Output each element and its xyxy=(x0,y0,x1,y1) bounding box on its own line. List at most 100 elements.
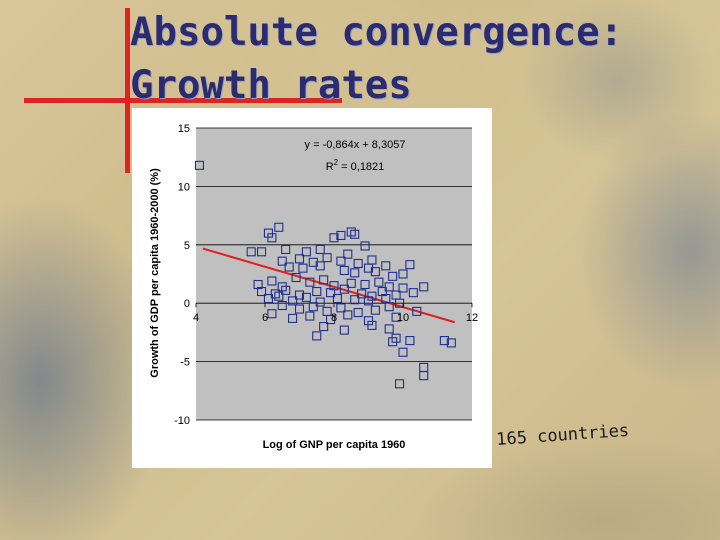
slide-title: Absolute convergence: Growth rates xyxy=(130,6,623,112)
data-point xyxy=(336,303,346,313)
x-tick-label: 12 xyxy=(466,312,478,324)
data-point xyxy=(274,291,284,301)
data-point xyxy=(257,286,267,297)
data-point xyxy=(319,275,329,285)
data-point xyxy=(315,244,325,255)
data-point xyxy=(350,268,360,278)
data-point xyxy=(298,263,308,273)
data-point xyxy=(398,269,408,279)
data-point xyxy=(419,371,429,381)
data-point xyxy=(294,290,305,300)
data-point xyxy=(257,247,267,257)
data-point xyxy=(363,296,374,306)
data-point xyxy=(384,282,394,292)
data-point xyxy=(346,227,356,237)
y-tick-label: -5 xyxy=(180,357,190,369)
data-point xyxy=(360,279,370,290)
data-point xyxy=(194,160,205,170)
data-point xyxy=(332,293,342,304)
data-point xyxy=(267,276,277,286)
data-point xyxy=(267,309,277,319)
data-point xyxy=(360,241,370,251)
data-point xyxy=(274,222,284,232)
y-tick-label: 5 xyxy=(184,240,190,252)
y-tick-label: 10 xyxy=(178,181,190,193)
data-point xyxy=(246,247,256,257)
data-point xyxy=(277,300,287,311)
data-point xyxy=(388,271,398,281)
data-point xyxy=(419,282,429,292)
data-point xyxy=(346,278,356,288)
data-point xyxy=(336,256,346,266)
data-point xyxy=(370,267,380,277)
data-point xyxy=(394,298,405,308)
data-point xyxy=(350,229,360,239)
x-tick-label: 6 xyxy=(262,312,268,324)
data-point xyxy=(339,325,349,335)
data-point xyxy=(405,260,415,270)
data-point xyxy=(446,338,456,348)
x-tick-label: 10 xyxy=(397,312,409,324)
data-point xyxy=(270,289,280,299)
y-axis-label: Growth of GDP per capita 1960-2000 (%) xyxy=(149,168,161,378)
r-squared-label: R2 = 0,1821 xyxy=(326,158,385,173)
data-point xyxy=(363,316,374,326)
plot-area xyxy=(196,128,472,420)
data-point xyxy=(398,283,408,293)
data-point xyxy=(350,295,360,305)
data-point xyxy=(294,304,305,314)
data-point xyxy=(315,261,325,271)
data-point xyxy=(343,249,353,259)
data-point xyxy=(353,258,363,269)
data-point xyxy=(388,337,398,347)
data-point xyxy=(357,289,367,299)
data-point xyxy=(267,233,277,243)
data-point xyxy=(367,320,377,330)
chart-frame: -10 -5 0 5 10 15 4 6 8 10 12 y = -0,864x + 8,3057… xyxy=(132,108,492,468)
y-tick-label: 15 xyxy=(178,123,190,135)
scatter-chart: -10 -5 0 5 10 15 4 6 8 10 12 y = -0,864x + 8,3057… xyxy=(149,123,478,451)
data-point xyxy=(305,277,315,287)
data-point xyxy=(322,253,332,263)
data-point xyxy=(253,279,263,290)
data-point xyxy=(343,310,353,320)
data-point xyxy=(412,306,422,316)
data-point xyxy=(381,261,391,271)
data-point xyxy=(291,272,301,283)
data-point xyxy=(281,244,291,255)
x-tick-label: 4 xyxy=(193,312,199,324)
data-point xyxy=(312,286,322,297)
data-point xyxy=(312,331,322,341)
data-point xyxy=(294,254,305,264)
data-point xyxy=(301,247,311,257)
data-point xyxy=(329,233,339,243)
data-point xyxy=(398,347,408,357)
data-point xyxy=(439,336,449,346)
decorative-horizontal-line xyxy=(24,98,342,103)
data-point xyxy=(284,262,294,272)
data-point xyxy=(408,288,418,298)
data-point xyxy=(277,256,287,266)
y-tick-label: -10 xyxy=(174,415,190,427)
data-point xyxy=(384,324,394,334)
x-axis-label: Log of GNP per capita 1960 xyxy=(263,439,406,451)
decorative-vertical-line xyxy=(125,8,130,173)
data-point xyxy=(288,313,298,323)
data-point xyxy=(263,293,273,304)
data-point xyxy=(329,281,339,291)
data-point xyxy=(319,322,329,332)
data-point xyxy=(336,230,346,241)
data-point xyxy=(405,336,415,346)
data-point xyxy=(391,312,401,322)
slide-title-line-2: Growth rates xyxy=(130,63,412,108)
data-point xyxy=(281,285,291,295)
x-tick-label: 8 xyxy=(331,312,337,324)
slide-title-line-1: Absolute convergence: xyxy=(130,10,624,55)
data-point xyxy=(326,288,336,298)
data-point xyxy=(353,307,363,318)
data-point xyxy=(394,379,405,389)
y-tick-label: 0 xyxy=(184,298,190,310)
regression-equation: y = -0,864x + 8,3057 xyxy=(305,139,406,151)
data-point xyxy=(263,228,273,238)
data-point xyxy=(384,302,394,312)
